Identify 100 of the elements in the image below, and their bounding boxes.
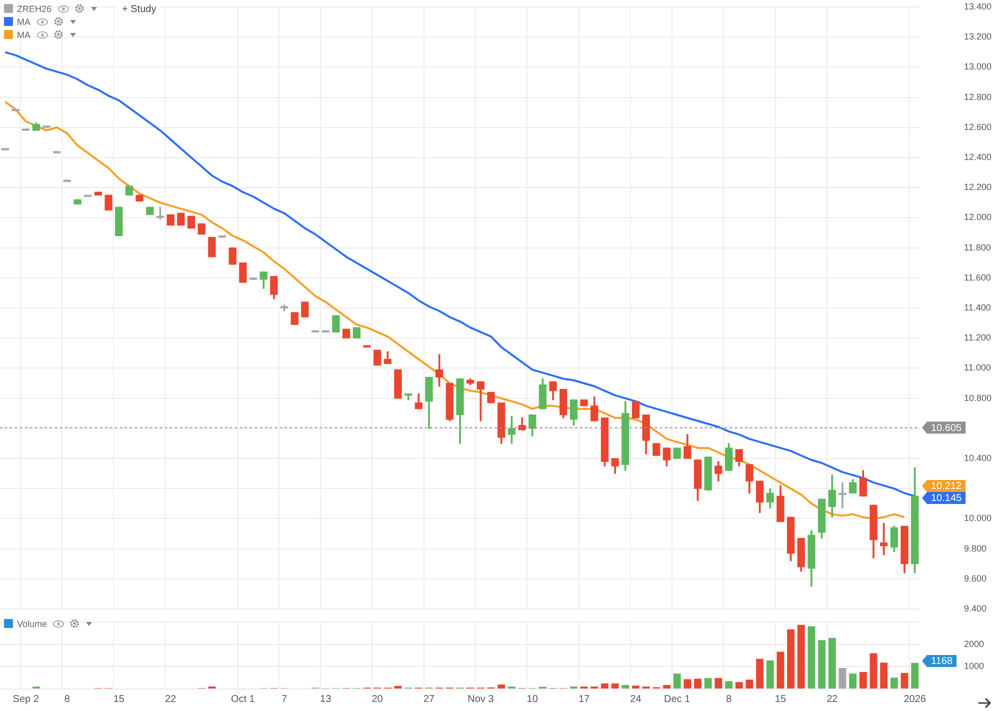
y-tick-label: 11.200 [964, 332, 991, 343]
x-tick-label: Dec 1 [664, 694, 691, 705]
bar [818, 640, 826, 688]
bar [684, 679, 692, 688]
y-tick-label: 13.200 [964, 32, 992, 42]
candlestick [146, 206, 154, 216]
bar [766, 660, 774, 688]
bar [808, 626, 816, 688]
bar [673, 674, 681, 688]
y-tick-label: 12.000 [964, 212, 992, 222]
bar [725, 681, 732, 688]
bar [870, 653, 878, 688]
bar [900, 672, 908, 688]
x-tick-label: 7 [281, 694, 288, 705]
y-tick-label: 13.400 [964, 1, 992, 12]
text: 10.212 [922, 480, 966, 492]
y-tick-label: 12.400 [964, 152, 992, 162]
bar [797, 624, 805, 688]
y-tick-label: 9.600 [964, 573, 987, 584]
bar [787, 629, 795, 688]
candlestick [487, 392, 495, 404]
bar [828, 638, 836, 688]
candlestick [290, 312, 298, 325]
y-tick-label: 9.800 [964, 543, 987, 554]
x-tick-label: 15 [113, 694, 125, 705]
bar [704, 678, 712, 688]
y-tick-label: 2000 [964, 638, 984, 649]
y-tick-label: 13.000 [964, 62, 992, 72]
x-tick-label: 8 [726, 694, 732, 705]
bar [911, 662, 919, 688]
candlestick [352, 327, 360, 338]
candlestick [104, 194, 112, 211]
y-tick-label: 12.600 [964, 122, 992, 132]
candlestick [177, 212, 185, 226]
bar [714, 678, 722, 688]
x-tick-label: 24 [630, 694, 642, 705]
candlestick [301, 302, 309, 318]
x-tick-label: Nov 3 [468, 694, 494, 705]
x-tick-label: 27 [423, 694, 435, 705]
candlestick [136, 194, 144, 202]
y-tick-label: 10.000 [964, 513, 992, 524]
x-tick-label: 13 [320, 694, 332, 705]
candlestick [228, 247, 236, 265]
candlestick [394, 369, 402, 399]
candlestick [166, 214, 174, 226]
x-tick-label: 17 [578, 694, 590, 705]
bar [694, 678, 702, 688]
text: 1168 [922, 655, 957, 667]
bar [756, 658, 764, 688]
candlestick [673, 448, 681, 459]
legend-label: MA [17, 16, 30, 26]
y-tick-label: 12.800 [964, 92, 992, 102]
candlestick [115, 206, 123, 236]
candlestick [652, 443, 660, 456]
ref-line-label: 10.605 [931, 422, 962, 434]
x-tick-label: 22 [165, 694, 177, 705]
text: 10.145 [922, 492, 966, 504]
x-tick-label: 15 [774, 694, 786, 705]
candlestick [198, 223, 206, 235]
y-tick-label: 10.800 [964, 392, 992, 403]
bar [849, 674, 857, 688]
y-tick-label: 9.400 [964, 603, 987, 614]
x-tick-label: 20 [372, 694, 384, 705]
bar [776, 652, 784, 688]
bar [394, 686, 402, 688]
candlestick [74, 199, 82, 204]
bar [735, 682, 743, 688]
text: Volume [17, 618, 48, 628]
candlestick [580, 399, 588, 406]
y-tick-label: 11.000 [964, 362, 991, 373]
y-tick-label: 1000 [964, 661, 984, 672]
x-tick-label: 22 [826, 694, 838, 705]
candlestick [332, 315, 340, 332]
annotation: + Study [118, 3, 160, 16]
legend-label: ZREH26 [17, 4, 52, 14]
x-tick-label: 2026 [904, 694, 926, 705]
bar [632, 686, 640, 688]
bar [611, 683, 619, 688]
y-tick-label: 12.200 [964, 182, 992, 192]
candlestick [704, 456, 712, 490]
y-tick-label: 11.800 [964, 242, 991, 252]
x-tick-label: Oct 1 [230, 694, 256, 705]
bar [880, 662, 888, 688]
bar [746, 680, 754, 688]
bar [838, 668, 846, 688]
legend-label: MA [17, 30, 30, 40]
candlestick [208, 236, 216, 258]
x-tick-label: Sep 2 [12, 694, 40, 705]
bar [601, 683, 608, 688]
bar [622, 684, 630, 688]
x-tick-label: 8 [64, 694, 70, 705]
bar [890, 678, 898, 688]
y-tick-label: 10.400 [964, 452, 992, 463]
bar [663, 684, 670, 688]
y-tick-label: 11.400 [964, 302, 991, 312]
x-tick-label: 10 [526, 694, 538, 705]
y-tick-label: 11.600 [964, 272, 991, 282]
bar [859, 672, 867, 688]
bar [498, 684, 506, 688]
candlestick [239, 262, 247, 283]
